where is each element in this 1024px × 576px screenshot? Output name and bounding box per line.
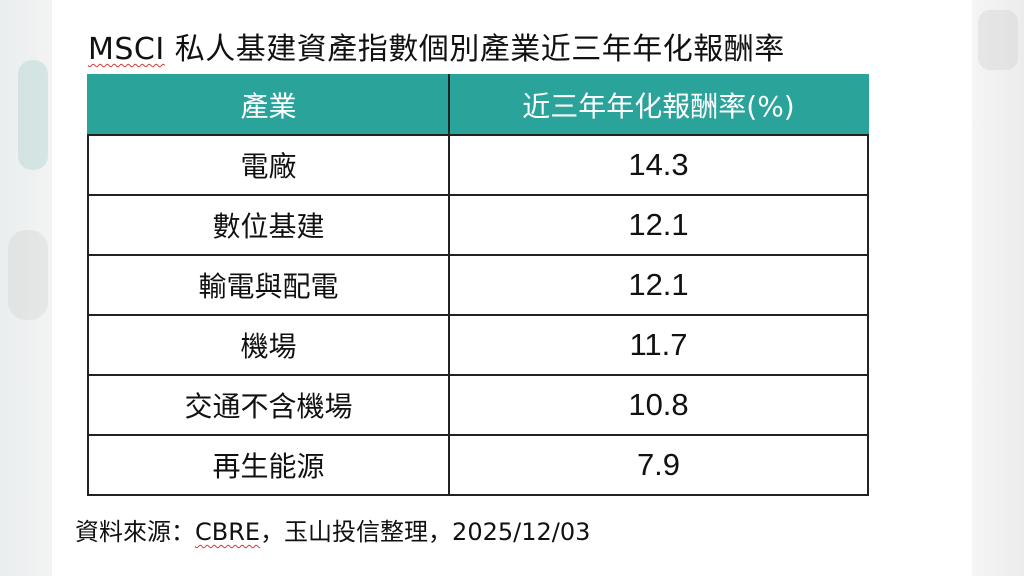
industry-cell: 輸電與配電: [87, 254, 450, 316]
table-row: 數位基建 12.1: [87, 194, 869, 256]
table-row: 再生能源 7.9: [87, 434, 869, 496]
industry-cell: 數位基建: [87, 194, 450, 256]
return-cell: 11.7: [448, 314, 869, 376]
return-cell: 10.8: [448, 374, 869, 436]
title-text: 私人基建資產指數個別產業近三年年化報酬率: [164, 32, 785, 67]
source-note: 資料來源：CBRE，玉山投信整理，2025/12/03: [75, 516, 590, 548]
table-header-row: 產業 近三年年化報酬率(%): [87, 74, 869, 136]
background-blur-shape: [8, 230, 48, 320]
table-title: MSCI 私人基建資產指數個別產業近三年年化報酬率: [88, 30, 948, 70]
return-cell: 7.9: [448, 434, 869, 496]
table-row: 輸電與配電 12.1: [87, 254, 869, 316]
background-blur-shape: [978, 10, 1018, 70]
source-label: 資料來源：: [75, 518, 195, 546]
title-prefix: MSCI: [88, 32, 165, 67]
industry-cell: 電廠: [87, 134, 450, 196]
return-cell: 12.1: [448, 194, 869, 256]
source-org: CBRE: [195, 518, 261, 546]
return-cell: 12.1: [448, 254, 869, 316]
header-return: 近三年年化報酬率(%): [448, 74, 869, 136]
industry-cell: 交通不含機場: [87, 374, 450, 436]
industry-cell: 再生能源: [87, 434, 450, 496]
table-row: 電廠 14.3: [87, 134, 869, 196]
right-blurred-background: [972, 0, 1024, 576]
industry-cell: 機場: [87, 314, 450, 376]
table-row: 機場 11.7: [87, 314, 869, 376]
table-row: 交通不含機場 10.8: [87, 374, 869, 436]
header-industry: 產業: [87, 74, 450, 136]
return-cell: 14.3: [448, 134, 869, 196]
left-blurred-background: [0, 0, 52, 576]
source-rest: ，玉山投信整理，2025/12/03: [260, 518, 591, 546]
background-blur-shape: [18, 60, 48, 170]
returns-table: 產業 近三年年化報酬率(%) 電廠 14.3 數位基建 12.1 輸電與配電 1…: [87, 74, 869, 496]
